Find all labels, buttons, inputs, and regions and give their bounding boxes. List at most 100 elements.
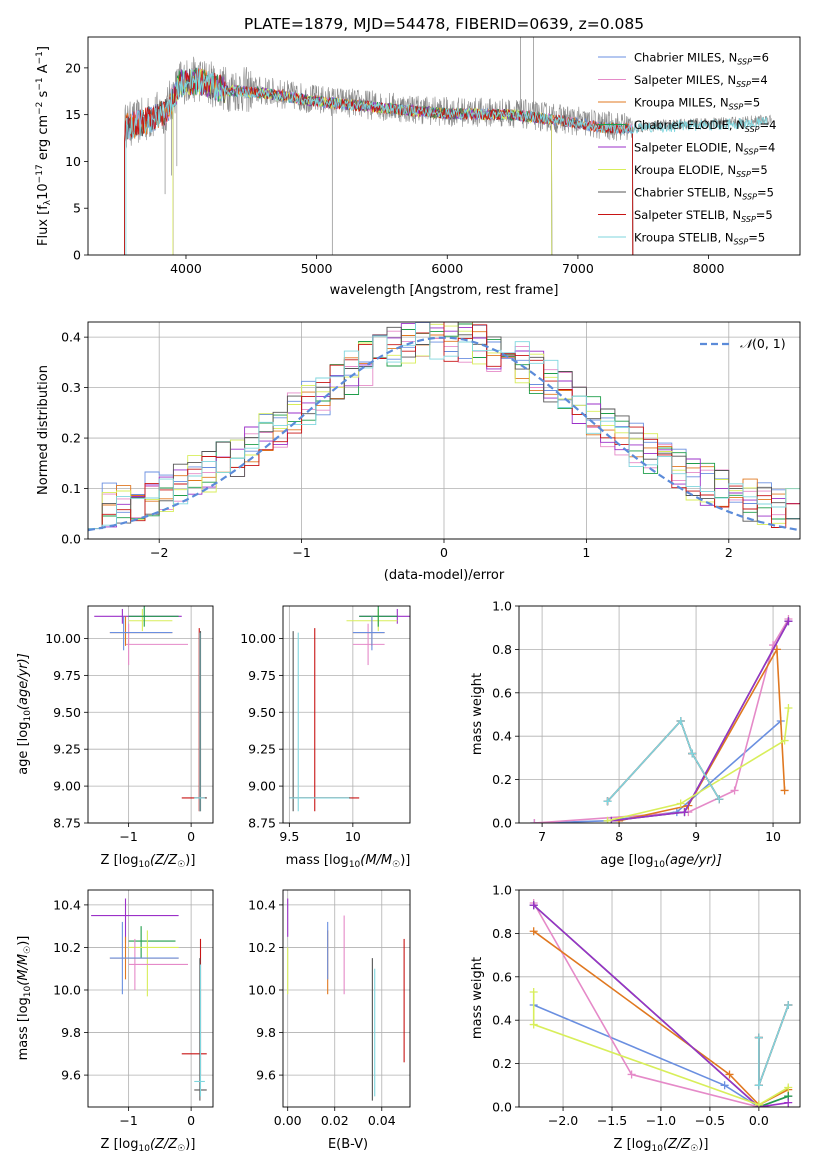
ageM-xlabel: mass [log10(M/M☉)]: [286, 853, 411, 870]
model-spectrum-line: [125, 67, 768, 255]
massZ-xlabel: Z [log10(Z/Z☉)]: [101, 1137, 196, 1154]
x-tick-label: −1: [292, 545, 310, 560]
massweight-series-line: [618, 646, 786, 822]
mass-vs-extinction-plot: 0.00 0.02 0.04 9.6 9.8 10.0 10.2 10.4: [248, 889, 411, 1128]
x-tick-label: 5000: [301, 261, 333, 276]
grid-lines: [283, 606, 410, 824]
massweight-point-marker: [688, 749, 697, 758]
legend-label: Chabrier STELIB, NSSP=5: [634, 186, 774, 202]
plot-area: [94, 606, 207, 812]
plot-area: [289, 606, 410, 812]
y-tick-label: 9.50: [53, 705, 81, 720]
axes-border: [282, 605, 411, 824]
x-tick-label: 8: [615, 829, 623, 844]
axes-frame: 0.00 0.02 0.04 9.6 9.8 10.0 10.2 10.4: [248, 889, 411, 1128]
massweight-point-marker: [784, 703, 793, 712]
y-tick-label: 0.6: [492, 969, 512, 984]
plot-area: [529, 899, 793, 1107]
spectrum-ylabel: Flux [fλ10−17 erg cm−2 s−1 A−1]: [35, 46, 53, 246]
legend-label: Kroupa ELODIE, NSSP=5: [634, 163, 768, 179]
wAge-ylabel: mass weight: [470, 673, 485, 755]
massweight-vs-age-plot: 7 8 9 10 0.0 0.2 0.4 0.6 0.8 1.0: [492, 599, 801, 844]
x-tick-label: 2: [725, 545, 733, 560]
x-tick-label: 0.02: [321, 1113, 349, 1128]
y-tick-label: 9.25: [53, 742, 81, 757]
y-tick-label: 9.25: [248, 742, 276, 757]
plot-area: [287, 898, 405, 1101]
y-tick-label: 9.8: [256, 1025, 276, 1040]
y-tick-label: 0.1: [61, 481, 81, 496]
residual-xlabel: (data-model)/error: [384, 568, 505, 583]
axes-frame: −2 −1 0 1 2 0.0 0.1 0.2 0.3 0.4: [61, 321, 801, 560]
massweight-point-marker: [627, 1070, 636, 1079]
plot-area: [530, 615, 793, 823]
residual-ylabel: Normed distribution: [36, 365, 51, 495]
y-tick-label: 1.0: [492, 599, 512, 614]
y-tick-label: 0: [73, 248, 81, 263]
axes-border: [282, 889, 411, 1108]
legend-label: Kroupa STELIB, NSSP=5: [634, 231, 765, 247]
axes-border: [87, 321, 801, 540]
x-tick-label: 9.5: [279, 829, 299, 844]
axes-border: [87, 36, 801, 256]
y-tick-label: 10.00: [45, 631, 81, 646]
legend-label: Salpeter MILES, NSSP=4: [634, 73, 768, 89]
massweight-point-marker: [784, 1001, 793, 1010]
massweight-series-line: [532, 992, 789, 1106]
spectrum-legend: Chabrier MILES, NSSP=6 Salpeter MILES, NS…: [598, 51, 776, 247]
y-tick-label: 9.00: [248, 779, 276, 794]
massweight-series-line: [606, 719, 720, 802]
x-tick-label: 0.00: [274, 1113, 302, 1128]
y-tick-label: 0.0: [492, 816, 512, 831]
y-tick-label: 0.2: [492, 772, 512, 787]
y-tick-label: 0.3: [61, 380, 81, 395]
massweight-point-marker: [754, 1100, 763, 1107]
y-tick-label: 0.8: [492, 642, 512, 657]
x-tick-label: 0: [187, 1113, 195, 1128]
ageZ-ylabel: age [log10(age/yr)]: [16, 653, 33, 775]
x-tick-label: 0: [187, 829, 195, 844]
x-tick-label: −0.5: [695, 1113, 725, 1128]
y-tick-label: 0.8: [492, 926, 512, 941]
massZ-ylabel: mass [log10(M/M☉)]: [16, 936, 33, 1061]
axes-frame: 9.5 10 8.75 9.00 9.25 9.50 9.75 10.00: [240, 605, 411, 844]
axes-frame: −1 0 9.6 9.8 10.0 10.2 10.4: [53, 889, 214, 1128]
massweight-series-line: [533, 930, 789, 1106]
age-vs-mass-plot: 9.5 10 8.75 9.00 9.25 9.50 9.75 10.00: [240, 605, 411, 844]
x-tick-label: 0: [440, 545, 448, 560]
massweight-vs-metallicity-plot: −2.0 −1.5 −1.0 −0.5 0.0 0.0 0.2 0.4 0.6 0.8 1.0: [492, 883, 801, 1128]
residual-histogram-step: [88, 322, 800, 529]
y-tick-label: 8.75: [53, 816, 81, 831]
massweight-point-marker: [529, 1020, 538, 1029]
massweight-point-marker: [780, 736, 789, 745]
x-tick-label: 7000: [562, 261, 594, 276]
x-tick-label: 10: [345, 829, 361, 844]
wZ-ylabel: mass weight: [470, 957, 485, 1039]
massweight-point-marker: [780, 786, 789, 795]
axes-border: [518, 889, 801, 1108]
massE-xlabel: E(B-V): [328, 1137, 368, 1152]
y-tick-label: 10.2: [248, 940, 276, 955]
massweight-series-line: [533, 904, 789, 1107]
massweight-point-marker: [730, 786, 739, 795]
y-tick-label: 10.0: [53, 982, 81, 997]
massweight-point-marker: [603, 797, 612, 806]
x-tick-label: 7: [538, 829, 546, 844]
legend-label: 𝒩(0, 1): [740, 336, 786, 351]
y-tick-label: 20: [65, 60, 81, 75]
massweight-point-marker: [530, 819, 539, 823]
y-tick-label: 0.4: [492, 729, 512, 744]
massweight-point-marker: [529, 901, 538, 910]
ageZ-xlabel: Z [log10(Z/Z☉)]: [101, 853, 196, 870]
massweight-point-marker: [603, 816, 612, 823]
y-tick-label: 0.6: [492, 685, 512, 700]
y-tick-label: 5: [73, 201, 81, 216]
massweight-point-marker: [772, 645, 781, 654]
y-tick-label: 10.4: [53, 897, 81, 912]
legend-label: Salpeter ELODIE, NSSP=4: [634, 141, 775, 157]
x-tick-label: 6000: [431, 261, 463, 276]
x-tick-label: 1: [582, 545, 590, 560]
axes-frame: −1 0 8.75 9.00 9.25 9.50 9.75 10.00: [45, 605, 214, 844]
spectrum-xlabel: wavelength [Angstrom, rest frame]: [330, 283, 559, 298]
